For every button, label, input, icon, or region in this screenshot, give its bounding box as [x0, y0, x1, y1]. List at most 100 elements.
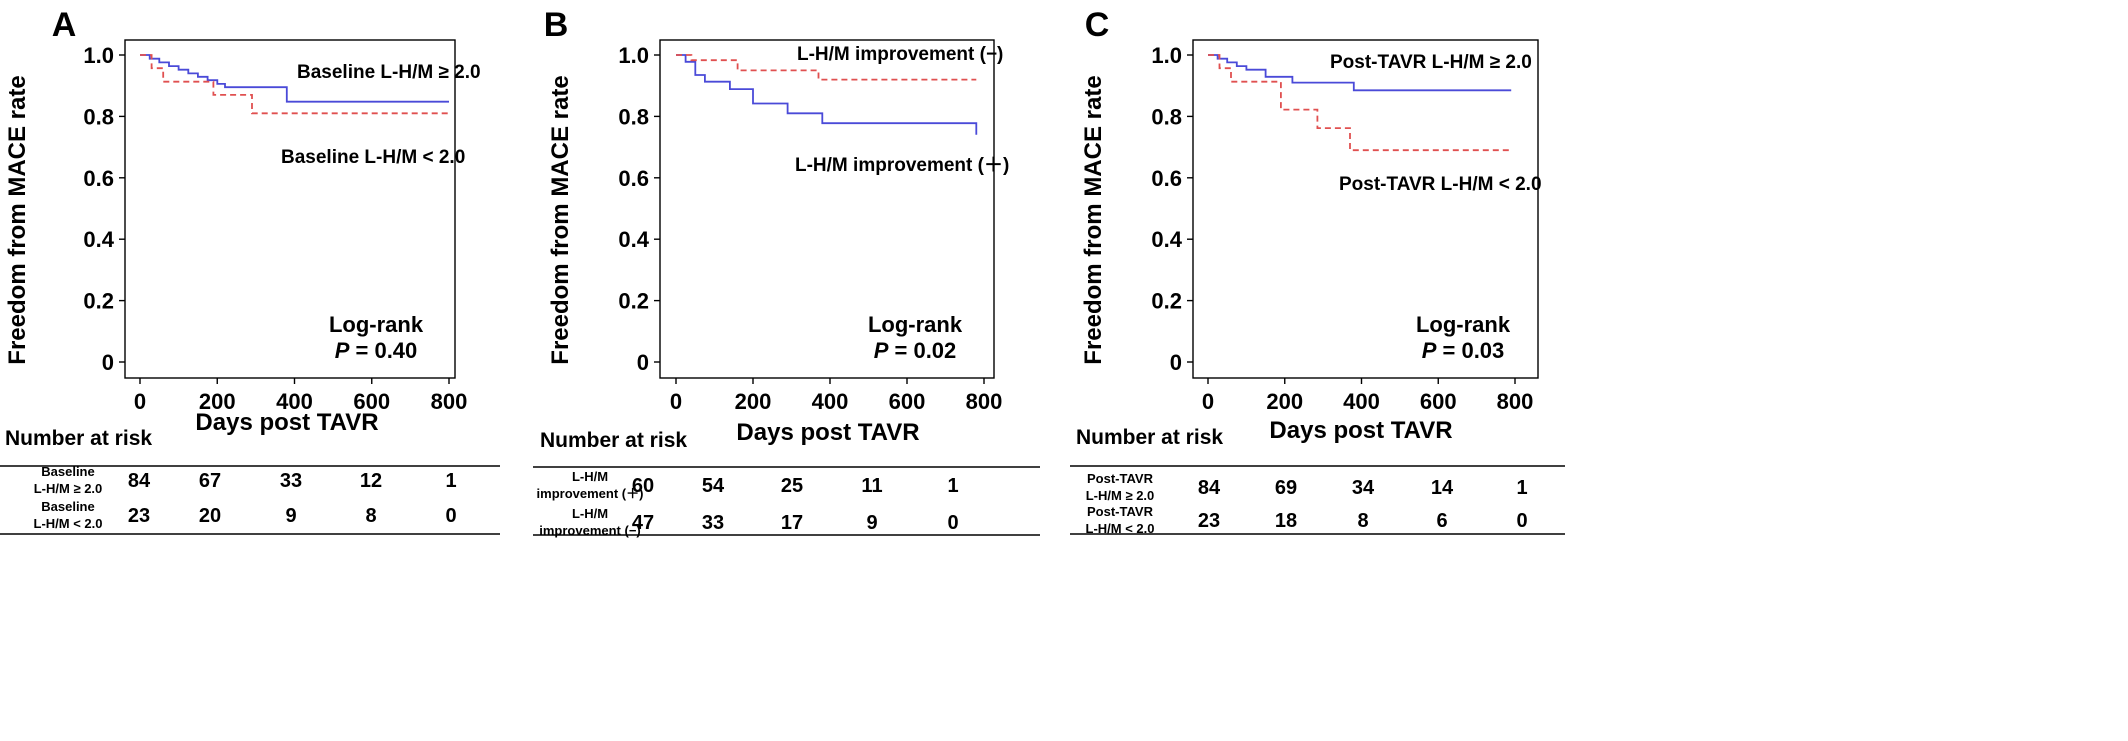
x-axis-title: Days post TAVR [736, 419, 919, 446]
risk-value: 0 [947, 512, 958, 534]
x-tick-label: 0 [670, 389, 682, 414]
risk-value: 23 [1198, 510, 1220, 532]
x-tick-label: 800 [966, 389, 1003, 414]
y-tick-label: 0.4 [1151, 227, 1182, 252]
risk-value: 60 [632, 475, 654, 497]
risk-value: 1 [445, 470, 456, 492]
plot-frame [124, 39, 456, 379]
x-tick-label: 400 [1343, 389, 1380, 414]
risk-value: 23 [128, 505, 150, 527]
y-axis-title: Freedom from MACE rate [4, 75, 31, 364]
plot-frame [659, 39, 995, 379]
risk-row-label: L-H/M < 2.0 [1086, 521, 1155, 536]
risk-value: 6 [1436, 510, 1447, 532]
risk-value: 33 [702, 512, 724, 534]
logrank-label: Log-rank [1416, 312, 1511, 337]
risk-value: 14 [1431, 477, 1454, 499]
number-at-risk-title: Number at risk [540, 429, 687, 452]
risk-value: 1 [1516, 477, 1527, 499]
y-axis-title: Freedom from MACE rate [1080, 75, 1107, 364]
km-curve-solid [676, 54, 978, 135]
y-tick-label: 0.6 [1151, 166, 1182, 191]
y-tick-label: 1.0 [618, 43, 649, 68]
series-label: L-H/M improvement (＋) [795, 155, 1009, 176]
x-tick-label: 0 [1202, 389, 1214, 414]
x-tick-label: 600 [889, 389, 926, 414]
x-tick-label: 800 [1497, 389, 1534, 414]
series-label: Post-TAVR L-H/M ≥ 2.0 [1330, 52, 1532, 73]
p-symbol: P [335, 338, 350, 363]
x-tick-label: 200 [199, 389, 236, 414]
km-curve-dashed [1208, 54, 1512, 152]
panel-letter: B [544, 6, 569, 44]
risk-value: 18 [1275, 510, 1297, 532]
risk-value: 12 [360, 470, 382, 492]
risk-value: 84 [1198, 477, 1221, 499]
risk-value: 0 [1516, 510, 1527, 532]
y-tick-label: 1.0 [1151, 43, 1182, 68]
risk-value: 33 [280, 470, 302, 492]
risk-value: 8 [1357, 510, 1368, 532]
logrank-label: Log-rank [868, 312, 963, 337]
y-tick-label: 0.2 [1151, 289, 1182, 314]
km-curve-solid [1208, 54, 1512, 92]
p-value-text: P = 0.03 [1422, 338, 1505, 363]
y-axis-title: Freedom from MACE rate [547, 75, 574, 364]
risk-row-label: Post-TAVR [1087, 504, 1154, 519]
x-tick-label: 400 [812, 389, 849, 414]
x-axis-title: Days post TAVR [195, 409, 378, 436]
risk-row-label: improvement (−) [539, 523, 641, 538]
y-tick-label: 0 [102, 350, 114, 375]
panel-letter: C [1085, 6, 1110, 44]
risk-value: 11 [861, 475, 882, 497]
y-tick-label: 0.8 [83, 104, 114, 129]
x-tick-label: 0 [134, 389, 146, 414]
p-value: = 0.03 [1436, 338, 1504, 363]
risk-row-label: L-H/M [572, 506, 608, 521]
risk-row-label: Baseline [41, 499, 94, 514]
risk-value: 1 [947, 475, 958, 497]
risk-value: 9 [285, 505, 296, 527]
risk-value: 47 [632, 512, 654, 534]
km-curve-dashed [140, 54, 449, 115]
risk-value: 25 [781, 475, 803, 497]
x-tick-label: 200 [735, 389, 772, 414]
risk-value: 69 [1275, 477, 1297, 499]
risk-value: 9 [866, 512, 877, 534]
risk-row-label: Baseline [41, 464, 94, 479]
risk-value: 17 [781, 512, 803, 534]
number-at-risk-title: Number at risk [1076, 426, 1223, 449]
x-tick-label: 600 [353, 389, 390, 414]
risk-value: 0 [445, 505, 456, 527]
series-label: Baseline L-H/M < 2.0 [281, 147, 465, 168]
y-tick-label: 0.4 [618, 227, 649, 252]
series-label: Post-TAVR L-H/M < 2.0 [1339, 174, 1542, 195]
y-tick-label: 0.2 [618, 289, 649, 314]
number-at-risk-title: Number at risk [5, 427, 152, 450]
risk-row-label: improvement (＋) [537, 486, 644, 501]
x-tick-label: 800 [431, 389, 468, 414]
x-tick-label: 200 [1266, 389, 1303, 414]
p-symbol: P [874, 338, 889, 363]
km-curve-dashed [676, 54, 977, 81]
p-value: = 0.40 [349, 338, 417, 363]
y-tick-label: 0.6 [618, 166, 649, 191]
risk-value: 20 [199, 505, 221, 527]
risk-row-label: L-H/M [572, 469, 608, 484]
x-axis-title: Days post TAVR [1269, 417, 1452, 444]
risk-value: 54 [702, 475, 725, 497]
series-label: Baseline L-H/M ≥ 2.0 [297, 62, 481, 83]
risk-row-label: L-H/M < 2.0 [34, 516, 103, 531]
risk-value: 67 [199, 470, 221, 492]
risk-value: 84 [128, 470, 151, 492]
km-curve-solid [140, 54, 449, 103]
y-tick-label: 0.8 [1151, 104, 1182, 129]
y-tick-label: 0.2 [83, 289, 114, 314]
p-value: = 0.02 [888, 338, 956, 363]
risk-row-label: Post-TAVR [1087, 471, 1154, 486]
panel-letter: A [52, 6, 77, 44]
y-tick-label: 1.0 [83, 43, 114, 68]
